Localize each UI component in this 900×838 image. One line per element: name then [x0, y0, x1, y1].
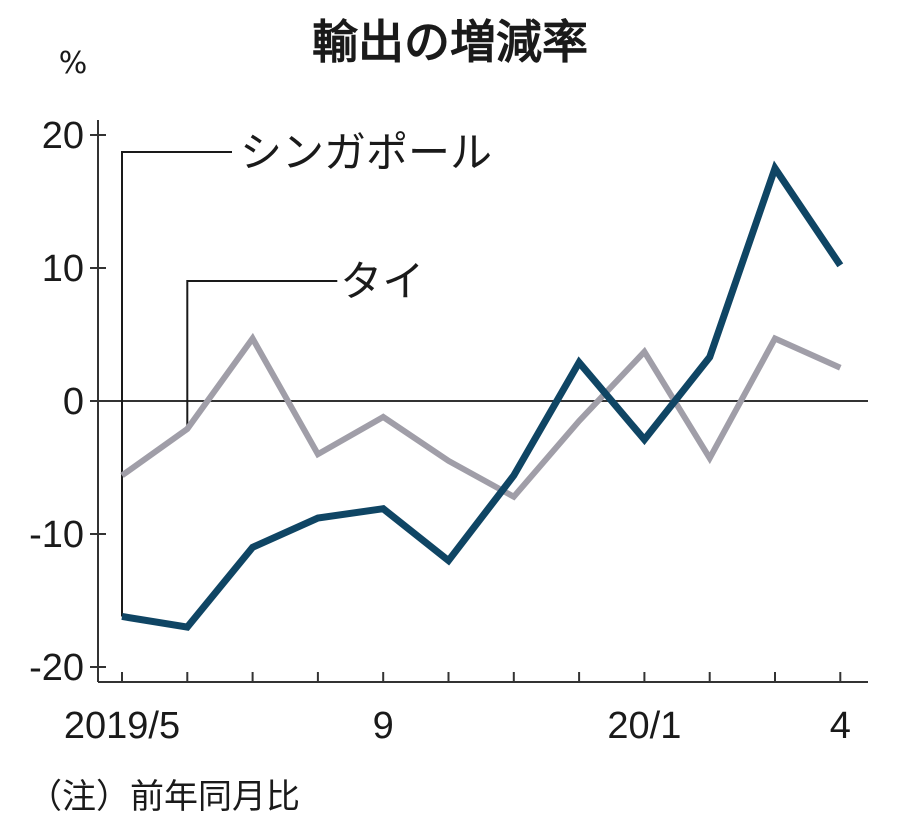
- y-tick-label: 0: [63, 381, 84, 423]
- x-tick-label: 2019/5: [64, 705, 180, 747]
- x-tick-label: 20/1: [607, 705, 681, 747]
- y-tick-label: 20: [42, 115, 84, 157]
- x-tick-label: 4: [830, 705, 851, 747]
- series-line-thailand: [120, 332, 842, 501]
- footnote: （注）前年同月比: [28, 777, 300, 817]
- axes: 20 10 0 -10 -20 2019/5 9 20/1 4: [29, 115, 868, 747]
- series-line-singapore: [121, 160, 844, 631]
- series-label-thailand: タイ: [340, 257, 424, 306]
- series-label-singapore: シンガポール: [240, 128, 492, 177]
- x-tick-label: 9: [373, 705, 394, 747]
- y-unit-label: %: [59, 46, 88, 81]
- y-tick-label: -10: [29, 514, 84, 556]
- callout-leader-thailand: [186, 280, 338, 429]
- y-tick-label: -20: [29, 647, 84, 689]
- series-lines: [120, 160, 844, 631]
- callout-leader-singapore: [121, 151, 232, 617]
- chart-title: 輸出の増減率: [312, 15, 588, 69]
- y-tick-label: 10: [42, 248, 84, 290]
